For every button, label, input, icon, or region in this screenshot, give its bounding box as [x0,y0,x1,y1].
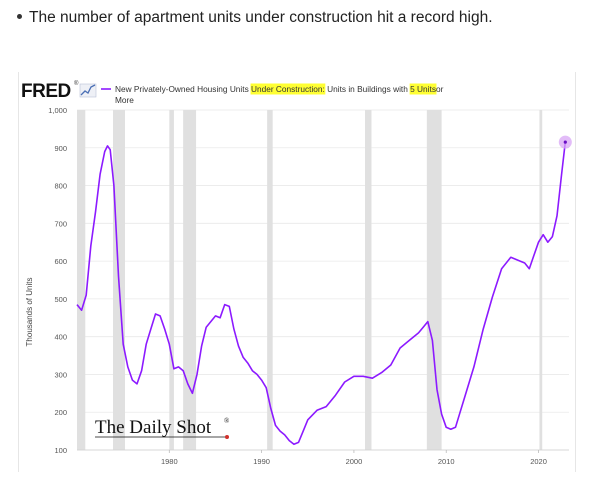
chart-title-line-1: New Privately-Owned Housing Units Under … [115,84,444,94]
headline-text: The number of apartment units under cons… [29,9,493,26]
title-part: or [436,84,444,94]
y-tick-label: 300 [54,370,67,379]
series-line [76,142,567,446]
y-tick-label: 600 [54,257,67,266]
x-tick-label: 1980 [161,457,178,466]
headline: The number of apartment units under cons… [17,9,587,27]
fred-chart-icon [79,83,97,98]
last-point-marker[interactable] [563,140,567,144]
title-highlight: Under Construction: [251,84,325,94]
recession-band [77,110,86,450]
title-part: More [115,95,134,105]
title-highlight: 5 Units [410,84,436,94]
fred-trademark: ® [74,80,79,87]
x-tick-label: 2000 [346,457,363,466]
title-highlight-box [250,83,326,95]
line-chart: 100 200 300 400 500 600 700 800 900 1,000 1980 1990… [21,80,572,466]
y-tick-label: 1,000 [48,106,67,115]
fred-logo-text: FRED [21,81,71,102]
chart-title-line-2: More [115,95,134,105]
y-tick-label: 700 [54,219,67,228]
recession-band [183,110,197,450]
y-tick-label: 800 [54,182,67,191]
title-part: Units in Buildings with [325,84,410,94]
fred-logo[interactable]: FRED ® [21,80,97,102]
x-tick-label: 1990 [253,457,270,466]
title-highlight-box [409,83,437,95]
y-tick-label: 500 [54,295,67,304]
y-tick-label: 200 [54,408,67,417]
watermark-trademark: ® [224,417,230,425]
daily-shot-watermark: The Daily Shot ® [95,417,230,439]
x-tick-label: 2010 [438,457,455,466]
recession-band [539,110,543,450]
y-tick-label: 900 [54,144,67,153]
watermark-text: The Daily Shot [95,417,212,438]
x-tick-label: 2020 [530,457,547,466]
chart-frame: 100 200 300 400 500 600 700 800 900 1,000 1980 1990… [18,72,576,472]
y-axis-label: Thousands of Units [25,278,34,347]
bullet-icon [17,13,22,19]
recession-band [169,110,174,450]
recession-band [267,110,273,450]
recession-band [426,110,442,450]
y-tick-label: 400 [54,333,67,342]
y-tick-label: 100 [54,446,67,455]
title-part: New Privately-Owned Housing Units [115,84,251,94]
recession-band [365,110,372,450]
watermark-dot-icon [225,435,229,439]
